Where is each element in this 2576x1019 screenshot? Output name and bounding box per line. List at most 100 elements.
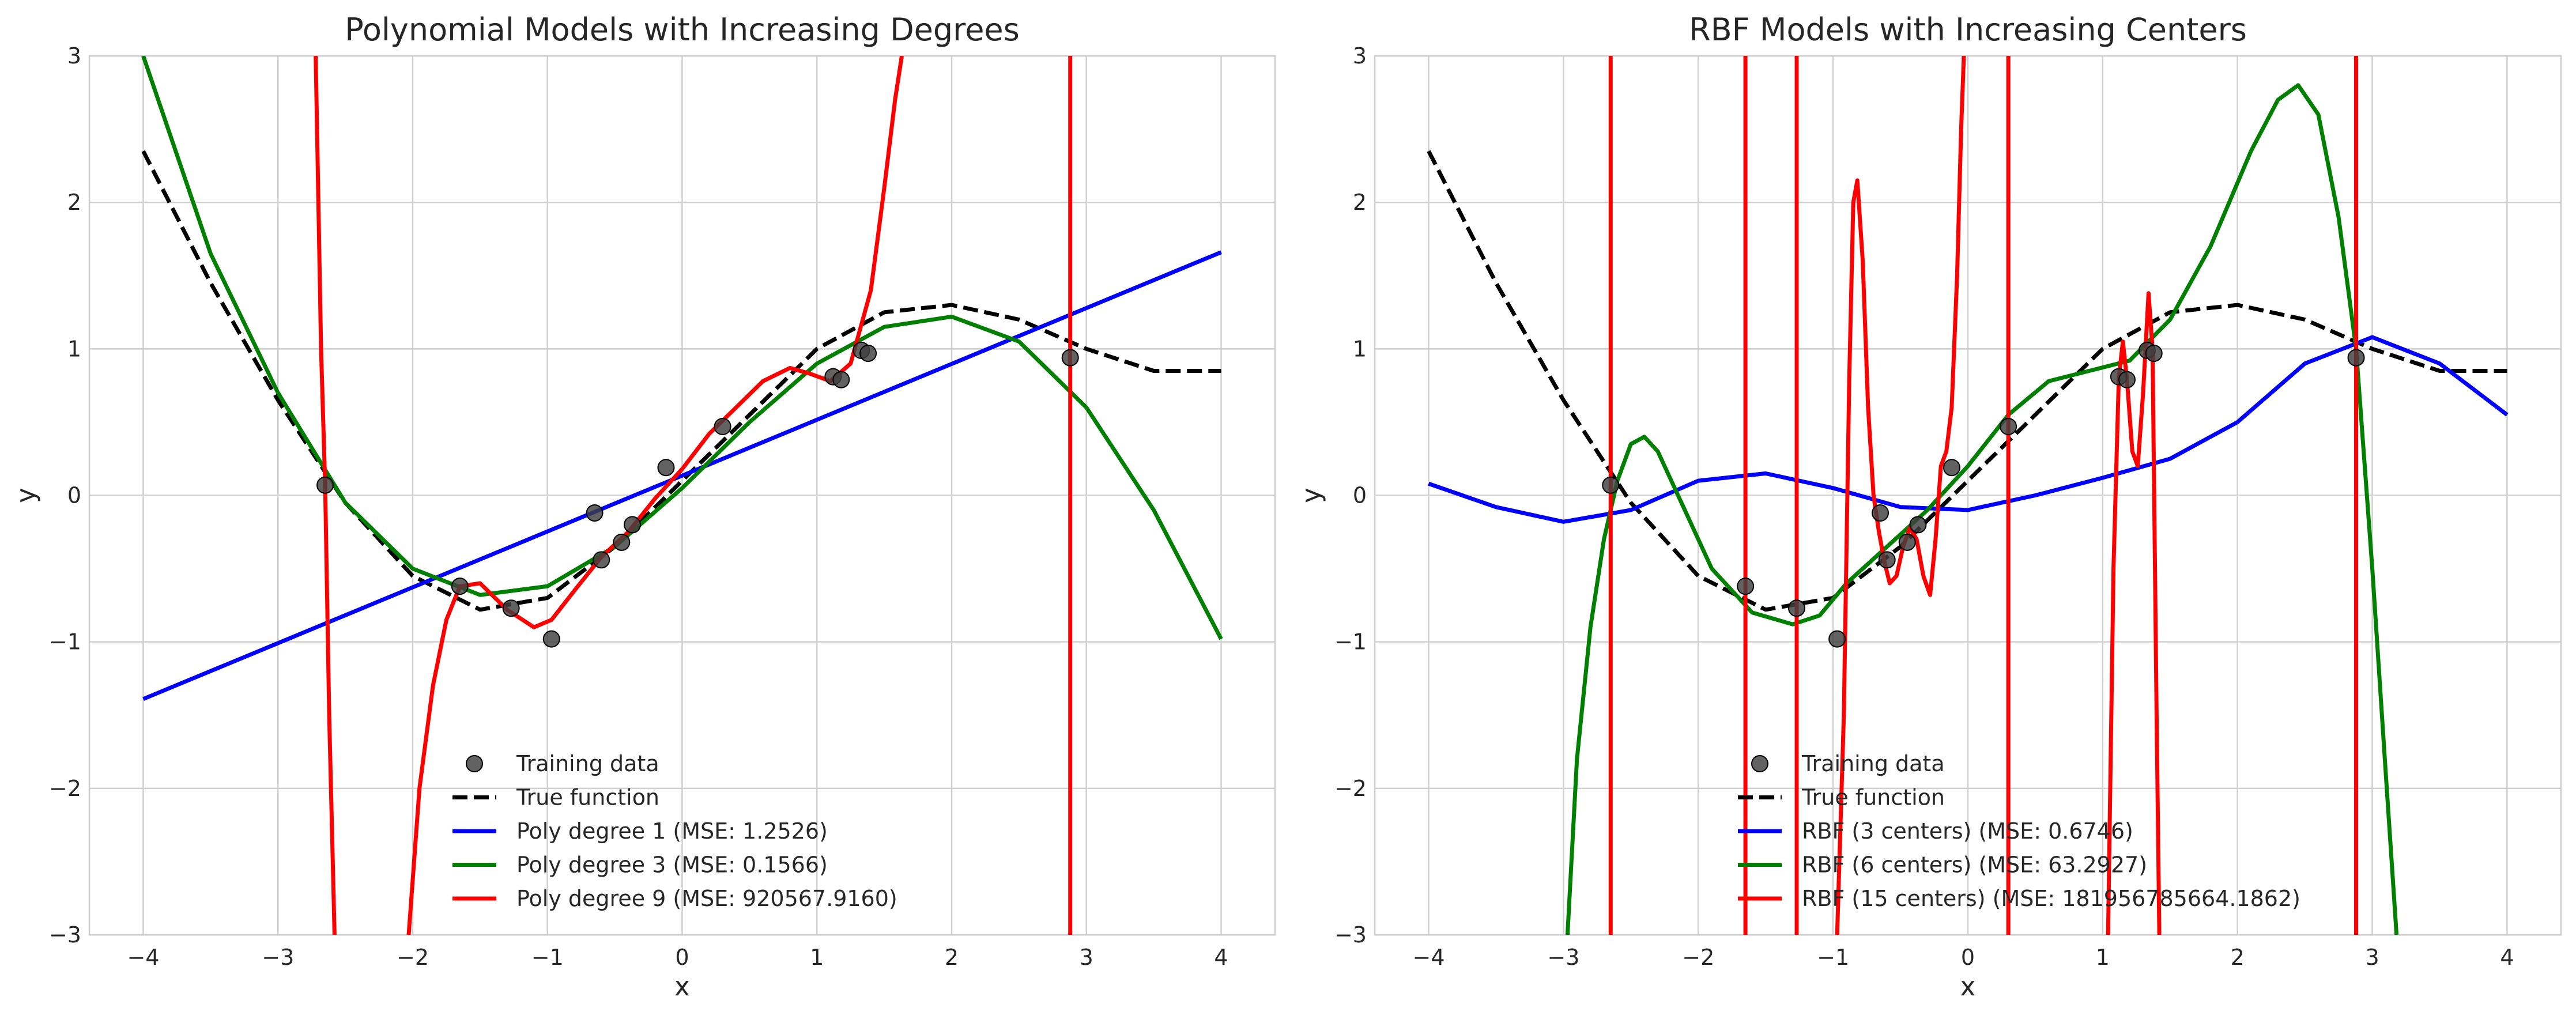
x-axis-label: x xyxy=(1960,971,1976,1002)
x-tick-label: 3 xyxy=(2365,945,2379,970)
legend-item: True function xyxy=(452,785,659,810)
data-point xyxy=(1061,349,1079,367)
data-point xyxy=(316,476,334,494)
data-point xyxy=(1828,630,1846,648)
data-point xyxy=(624,516,642,534)
data-point xyxy=(657,459,675,477)
legend-item: Training data xyxy=(466,751,659,776)
legend-item: Poly degree 1 (MSE: 1.2526) xyxy=(452,818,828,844)
data-point xyxy=(502,599,520,617)
data-point xyxy=(1878,551,1896,569)
data-point xyxy=(1909,516,1927,534)
data-point xyxy=(593,551,610,569)
legend-item: RBF (6 centers) (MSE: 63.2927) xyxy=(1738,852,2147,878)
x-tick-label: 4 xyxy=(2500,945,2514,970)
y-axis-label: y xyxy=(1296,488,1326,503)
y-tick-label: 3 xyxy=(1353,43,1367,69)
y-tick-label: −1 xyxy=(1334,629,1367,655)
legend-item: True function xyxy=(1738,785,1945,810)
legend-label: True function xyxy=(516,785,659,810)
y-tick-label: 1 xyxy=(67,336,81,361)
x-tick-label: −3 xyxy=(1547,945,1579,970)
chart-polynomial: Polynomial Models with Increasing Degree… xyxy=(10,12,1276,1002)
legend-label: Poly degree 9 (MSE: 920567.9160) xyxy=(516,886,897,911)
legend-item: Training data xyxy=(1751,751,1945,776)
data-point xyxy=(451,578,469,595)
y-axis-label: y xyxy=(10,488,41,503)
legend-label: Poly degree 3 (MSE: 0.1566) xyxy=(516,852,828,878)
x-tick-label: −2 xyxy=(1682,945,1714,970)
x-tick-label: −4 xyxy=(127,945,159,970)
data-layer xyxy=(1427,56,2509,935)
x-tick-label: −4 xyxy=(1413,945,1445,970)
data-point xyxy=(1898,533,1916,551)
legend-label: Training data xyxy=(516,751,659,776)
chart-title: RBF Models with Increasing Centers xyxy=(1689,12,2247,48)
legend-label: Training data xyxy=(1801,751,1945,776)
y-tick-label: −3 xyxy=(1334,922,1367,948)
legend-item: Poly degree 3 (MSE: 0.1566) xyxy=(452,852,828,878)
chart-rbf: RBF Models with Increasing Centers −4 −3 −… xyxy=(1296,12,2562,1002)
plot-frame xyxy=(1374,55,2562,936)
y-tick-label: −1 xyxy=(49,629,81,655)
x-tick-label: 4 xyxy=(1214,945,1228,970)
x-tick-label: −1 xyxy=(1817,945,1849,970)
series-line-true-function xyxy=(1427,150,2507,612)
x-axis-label: x xyxy=(674,971,690,1002)
data-point xyxy=(1871,504,1889,522)
y-tick-label: −2 xyxy=(1334,776,1367,801)
data-point xyxy=(2118,371,2136,388)
series-line-2 xyxy=(1565,83,2399,935)
legend-swatch xyxy=(1751,755,1768,772)
y-tick-label: −2 xyxy=(49,776,81,801)
x-tick-label: 0 xyxy=(675,945,689,970)
data-point xyxy=(1943,459,1960,477)
legend-item: Poly degree 9 (MSE: 920567.9160) xyxy=(452,886,897,911)
data-point xyxy=(1787,599,1805,617)
data-point xyxy=(1602,476,1620,494)
legend-label: RBF (15 centers) (MSE: 181956785664.1862… xyxy=(1802,886,2300,911)
y-tick-label: 2 xyxy=(67,190,81,215)
data-point xyxy=(2347,349,2365,367)
legend-label: Poly degree 1 (MSE: 1.2526) xyxy=(516,818,828,844)
y-tick-label: −3 xyxy=(49,922,81,948)
data-layer xyxy=(141,56,1223,935)
legend-label: True function xyxy=(1801,785,1945,810)
legend-swatch xyxy=(466,755,483,772)
y-tick-label: 3 xyxy=(67,43,81,69)
data-point xyxy=(859,344,877,362)
x-tick-label: −2 xyxy=(397,945,429,970)
data-point xyxy=(542,630,560,648)
y-tick-label: 0 xyxy=(1353,483,1367,508)
y-tick-label: 0 xyxy=(67,483,81,508)
data-point xyxy=(2000,418,2017,436)
data-point xyxy=(586,504,604,522)
plot-frame xyxy=(88,55,1276,936)
legend-item: RBF (15 centers) (MSE: 181956785664.1862… xyxy=(1738,886,2300,911)
legend-label: RBF (3 centers) (MSE: 0.6746) xyxy=(1802,818,2133,844)
data-point xyxy=(2145,344,2163,362)
x-tick-label: 1 xyxy=(2096,945,2110,970)
legend: Training data True function Poly degree 1 … xyxy=(452,751,897,911)
data-point xyxy=(1737,578,1755,595)
legend-item: RBF (3 centers) (MSE: 0.6746) xyxy=(1738,818,2133,844)
legend: Training data True function RBF (3 centers… xyxy=(1738,751,2300,911)
chart-title: Polynomial Models with Increasing Degree… xyxy=(345,12,1020,48)
y-tick-label: 2 xyxy=(1353,190,1367,215)
series-line-1 xyxy=(142,250,1222,701)
x-tick-label: 2 xyxy=(2231,945,2245,970)
series-line-3 xyxy=(1835,56,1966,935)
x-tick-label: 1 xyxy=(810,945,824,970)
x-tick-label: −1 xyxy=(531,945,564,970)
legend-label: RBF (6 centers) (MSE: 63.2927) xyxy=(1802,852,2147,878)
data-point xyxy=(613,533,631,551)
data-point xyxy=(832,371,850,388)
y-tick-label: 1 xyxy=(1353,336,1367,361)
x-tick-label: 0 xyxy=(1961,945,1975,970)
series-line-3 xyxy=(2106,291,2162,935)
data-point xyxy=(714,418,731,436)
x-tick-label: 2 xyxy=(945,945,959,970)
x-tick-label: −3 xyxy=(262,945,294,970)
x-tick-label: 3 xyxy=(1080,945,1093,970)
